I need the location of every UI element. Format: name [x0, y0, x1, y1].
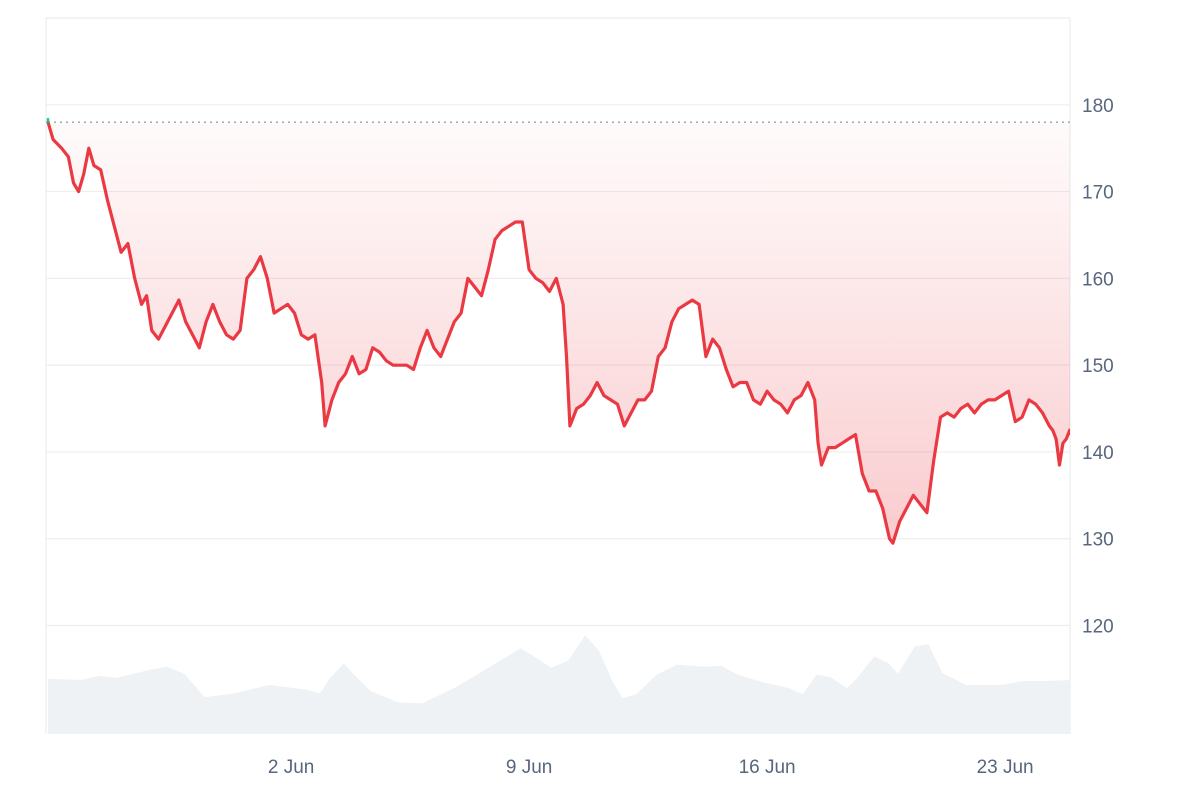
price-area-fill — [48, 122, 1070, 544]
price-line[interactable] — [46, 120, 1090, 545]
y-tick-label: 160 — [1082, 269, 1114, 290]
x-tick-label: 9 Jun — [506, 757, 552, 778]
x-tick-label: 23 Jun — [977, 757, 1034, 778]
x-tick-label: 16 Jun — [739, 757, 796, 778]
volume-area — [48, 635, 1070, 734]
y-tick-label: 140 — [1082, 443, 1114, 464]
y-tick-label: 180 — [1082, 96, 1114, 117]
y-tick-label: 120 — [1082, 617, 1114, 638]
y-tick-label: 170 — [1082, 183, 1114, 204]
y-tick-label: 130 — [1082, 530, 1114, 551]
y-tick-label: 150 — [1082, 356, 1114, 377]
x-tick-label: 2 Jun — [268, 757, 314, 778]
